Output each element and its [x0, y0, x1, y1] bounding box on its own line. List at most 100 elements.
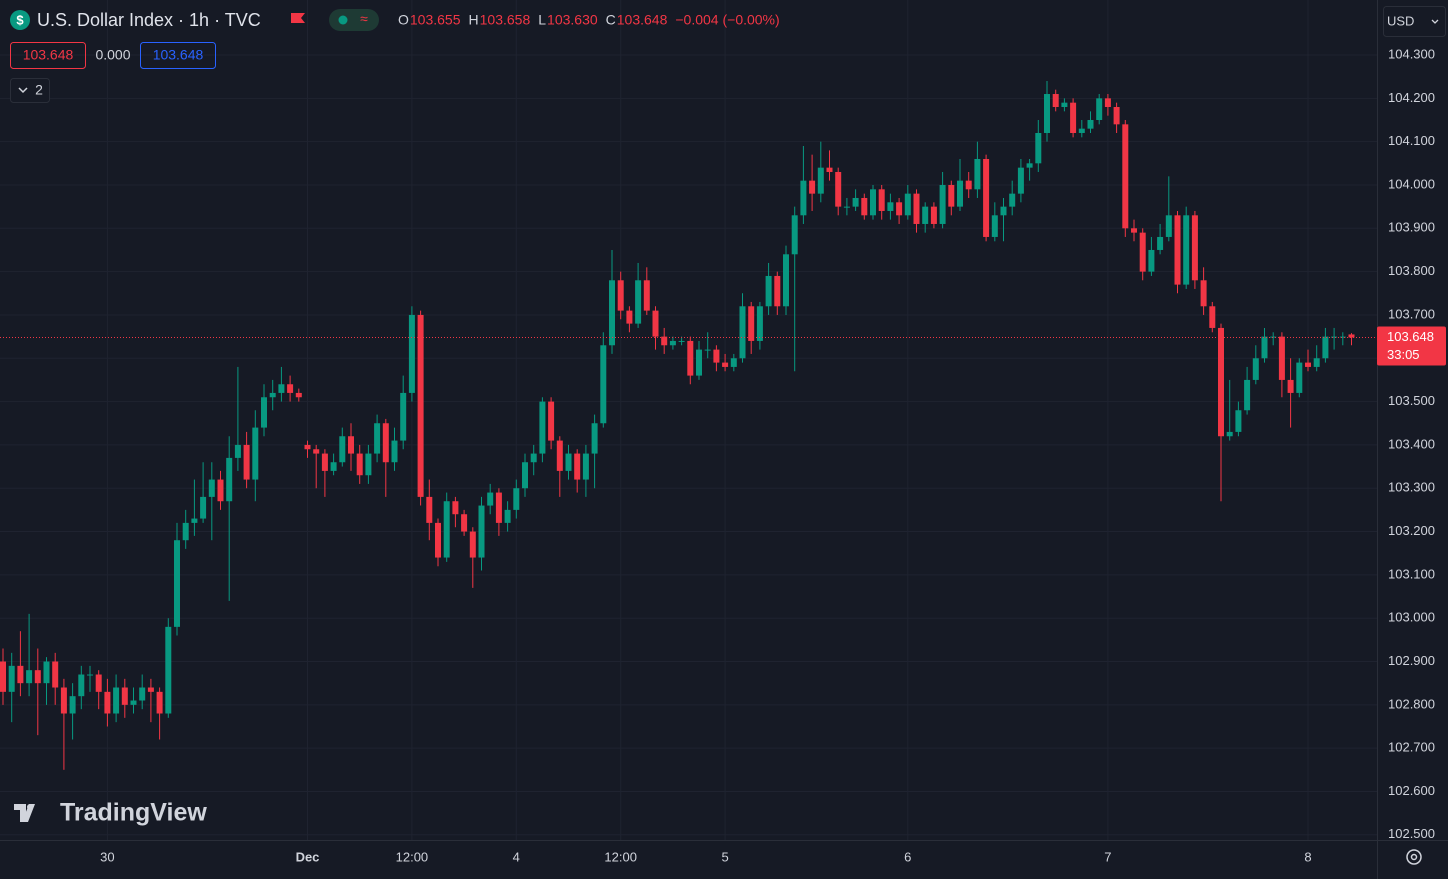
- candle-body: [452, 501, 459, 515]
- candle-body: [1339, 336, 1346, 338]
- candle-body: [852, 197, 859, 207]
- gear-icon[interactable]: [1406, 849, 1422, 865]
- y-tick-label: 103.400: [1388, 436, 1435, 451]
- candle-body: [1017, 167, 1024, 194]
- candle-body: [182, 522, 189, 541]
- candle-body: [826, 167, 833, 172]
- candle-body: [87, 674, 93, 676]
- candle-body: [495, 492, 502, 523]
- candle-body: [948, 184, 955, 207]
- candle-body: [217, 479, 224, 502]
- currency-select[interactable]: [1383, 6, 1446, 37]
- candle-body: [139, 687, 146, 701]
- candle-body: [1287, 379, 1294, 393]
- y-tick-label: 104.000: [1388, 176, 1435, 191]
- candle-body: [748, 306, 755, 341]
- x-tick-label: 8: [1304, 849, 1311, 864]
- currency-label[interactable]: USD: [1387, 13, 1414, 28]
- buy-price[interactable]: 103.648: [153, 47, 204, 63]
- settings-button[interactable]: [1406, 849, 1422, 865]
- candle-body: [896, 202, 903, 216]
- candle-body: [922, 206, 929, 224]
- ohlc-key: O: [398, 12, 409, 28]
- y-tick-label: 103.300: [1388, 480, 1435, 495]
- candle-body: [1157, 236, 1164, 250]
- candle-body: [226, 457, 233, 502]
- x-tick-label: 30: [100, 849, 114, 864]
- indicators-toggle[interactable]: [10, 78, 50, 103]
- x-tick-label: 12:00: [396, 849, 429, 864]
- ohlc-legend: O 103.655 H 103.658 L 103.630 C 103.648 −0.004 (…: [398, 12, 780, 28]
- candle-body: [600, 345, 607, 424]
- candle-body: [591, 423, 598, 454]
- candle-body: [1148, 249, 1155, 272]
- candle-body: [147, 687, 154, 692]
- y-tick-label: 103.900: [1388, 220, 1435, 235]
- candle-body: [930, 206, 937, 224]
- candle-body: [1244, 379, 1251, 411]
- price-axis: 102.500 102.600 102.700 102.800 102.900 103.0…: [1377, 46, 1446, 841]
- buy-box[interactable]: [140, 42, 216, 69]
- candle-body: [278, 384, 285, 393]
- flag-icon[interactable]: [291, 13, 305, 23]
- symbol-title[interactable]: U.S. Dollar Index · 1h · TVC: [37, 10, 261, 30]
- candle-body: [1270, 336, 1277, 338]
- sell-price[interactable]: 103.648: [23, 47, 74, 63]
- candle-body: [617, 280, 624, 311]
- candle-body: [469, 531, 476, 558]
- candle-body: [69, 696, 76, 714]
- candle-body: [1070, 102, 1077, 133]
- symbol-icon: [10, 10, 30, 30]
- spread: 0.000: [95, 47, 130, 63]
- candle-body: [400, 392, 407, 441]
- candle-body: [243, 444, 250, 480]
- y-tick-label: 104.200: [1388, 90, 1435, 105]
- y-tick-label: 102.500: [1388, 826, 1435, 841]
- candle-body: [1191, 215, 1198, 281]
- candle-body: [269, 392, 276, 398]
- candle-body: [678, 340, 685, 342]
- candle-body: [991, 215, 998, 237]
- candle-body: [95, 674, 102, 692]
- logo-dot: [27, 804, 33, 810]
- candle-body: [870, 189, 876, 216]
- candle-body: [52, 661, 59, 688]
- candle-body: [1078, 128, 1085, 133]
- candle-body: [974, 158, 981, 190]
- candle-body: [1322, 336, 1329, 359]
- candle-body: [295, 392, 302, 398]
- status-pill[interactable]: [329, 9, 379, 31]
- y-tick-label: 104.100: [1388, 133, 1435, 148]
- candle-body: [983, 158, 990, 237]
- market-open-dot: [338, 15, 348, 25]
- candle-body: [165, 626, 172, 714]
- gear-center: [1410, 853, 1418, 861]
- candle-body: [121, 687, 128, 705]
- candle-body: [522, 462, 528, 489]
- y-tick-label: 104.300: [1388, 46, 1435, 61]
- candle-body: [730, 358, 737, 367]
- sell-box[interactable]: [10, 42, 86, 69]
- candle-body: [1122, 124, 1129, 229]
- candle-body: [1200, 280, 1207, 307]
- symbol-icon-glyph: $: [16, 12, 24, 27]
- candle-body: [191, 518, 198, 523]
- candle-body: [861, 197, 868, 216]
- candle-body: [348, 436, 354, 454]
- candle-body: [661, 336, 668, 346]
- candle-body: [0, 661, 6, 692]
- candle-body: [130, 700, 137, 705]
- y-tick-label: 102.700: [1388, 740, 1435, 755]
- candle-body: [313, 449, 320, 454]
- candle-body: [687, 340, 694, 376]
- candle-body: [887, 202, 894, 211]
- last-price-label: 103.648: [1387, 329, 1434, 344]
- candle-body: [304, 444, 311, 450]
- candle-body: [904, 193, 911, 216]
- candle-body: [1174, 215, 1181, 285]
- y-tick-label: 102.900: [1388, 653, 1435, 668]
- candle-body: [1026, 163, 1033, 168]
- candle-body: [504, 509, 511, 523]
